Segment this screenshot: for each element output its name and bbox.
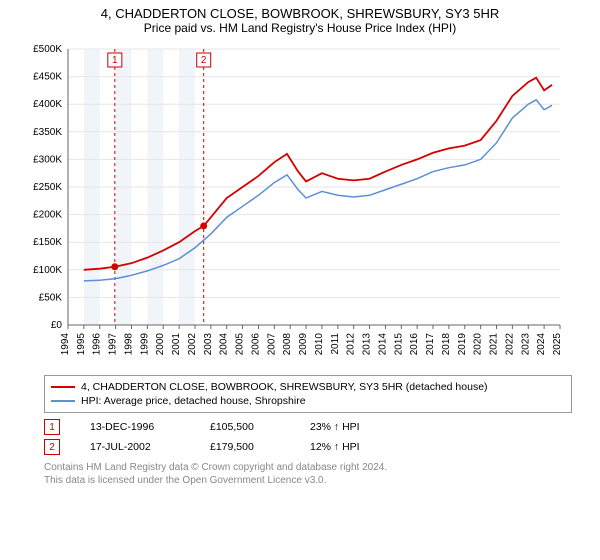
svg-text:2007: 2007 xyxy=(266,333,277,356)
sale-row: 1 13-DEC-1996 £105,500 23% ↑ HPI xyxy=(44,417,572,437)
svg-text:2002: 2002 xyxy=(187,333,198,356)
svg-text:2001: 2001 xyxy=(171,333,182,356)
svg-text:£350K: £350K xyxy=(33,127,62,138)
svg-text:£250K: £250K xyxy=(33,182,62,193)
svg-text:2021: 2021 xyxy=(489,333,500,356)
svg-text:1998: 1998 xyxy=(123,333,134,356)
sale-price: £179,500 xyxy=(210,441,280,453)
svg-text:£400K: £400K xyxy=(33,99,62,110)
page-subtitle: Price paid vs. HM Land Registry's House … xyxy=(0,21,600,39)
legend-swatch-hpi xyxy=(51,400,75,402)
svg-text:2015: 2015 xyxy=(393,333,404,356)
svg-text:2014: 2014 xyxy=(377,333,388,356)
svg-text:2024: 2024 xyxy=(536,333,547,356)
sale-marker-icon: 2 xyxy=(44,439,60,455)
svg-text:1996: 1996 xyxy=(92,333,103,356)
svg-text:1: 1 xyxy=(112,55,118,66)
svg-text:£500K: £500K xyxy=(33,44,62,55)
sale-marker-icon: 1 xyxy=(44,419,60,435)
svg-text:2011: 2011 xyxy=(330,333,341,355)
svg-text:1997: 1997 xyxy=(108,333,119,356)
svg-text:£200K: £200K xyxy=(33,210,62,221)
sale-pct: 12% ↑ HPI xyxy=(310,441,390,453)
svg-text:£100K: £100K xyxy=(33,265,62,276)
legend-swatch-property xyxy=(51,386,75,388)
svg-text:2016: 2016 xyxy=(409,333,420,356)
legend-label-property: 4, CHADDERTON CLOSE, BOWBROOK, SHREWSBUR… xyxy=(81,381,488,393)
svg-text:£150K: £150K xyxy=(33,237,62,248)
svg-text:2000: 2000 xyxy=(155,333,166,356)
svg-text:£50K: £50K xyxy=(39,292,63,303)
svg-text:2018: 2018 xyxy=(441,333,452,356)
svg-text:£300K: £300K xyxy=(33,154,62,165)
svg-text:2004: 2004 xyxy=(219,333,230,356)
page-title: 4, CHADDERTON CLOSE, BOWBROOK, SHREWSBUR… xyxy=(0,0,600,21)
legend-label-hpi: HPI: Average price, detached house, Shro… xyxy=(81,395,306,407)
svg-text:1995: 1995 xyxy=(76,333,87,356)
svg-text:2010: 2010 xyxy=(314,333,325,356)
sale-date: 17-JUL-2002 xyxy=(90,441,180,453)
svg-text:2006: 2006 xyxy=(250,333,261,356)
sale-price: £105,500 xyxy=(210,421,280,433)
svg-text:2013: 2013 xyxy=(362,333,373,356)
legend-item-property: 4, CHADDERTON CLOSE, BOWBROOK, SHREWSBUR… xyxy=(51,380,565,394)
svg-text:2023: 2023 xyxy=(520,333,531,356)
svg-text:2017: 2017 xyxy=(425,333,436,356)
sale-row: 2 17-JUL-2002 £179,500 12% ↑ HPI xyxy=(44,437,572,457)
svg-text:1994: 1994 xyxy=(60,333,71,356)
svg-text:2003: 2003 xyxy=(203,333,214,356)
svg-text:2012: 2012 xyxy=(346,333,357,356)
svg-text:£0: £0 xyxy=(51,320,63,331)
sale-date: 13-DEC-1996 xyxy=(90,421,180,433)
legend: 4, CHADDERTON CLOSE, BOWBROOK, SHREWSBUR… xyxy=(44,375,572,413)
svg-text:2009: 2009 xyxy=(298,333,309,356)
svg-text:2025: 2025 xyxy=(552,333,563,356)
footer-line: Contains HM Land Registry data © Crown c… xyxy=(44,461,572,474)
legend-item-hpi: HPI: Average price, detached house, Shro… xyxy=(51,394,565,408)
svg-text:2020: 2020 xyxy=(473,333,484,356)
svg-text:2019: 2019 xyxy=(457,333,468,356)
svg-text:2022: 2022 xyxy=(504,333,515,356)
svg-text:£450K: £450K xyxy=(33,72,62,83)
footer-attribution: Contains HM Land Registry data © Crown c… xyxy=(44,461,572,487)
price-chart: £0 £50K £100K £150K £200K £250K £300K £350K £400… xyxy=(20,39,580,369)
sales-table: 1 13-DEC-1996 £105,500 23% ↑ HPI 2 17-JU… xyxy=(44,417,572,457)
svg-text:2005: 2005 xyxy=(235,333,246,356)
svg-text:2: 2 xyxy=(201,55,207,66)
svg-text:2008: 2008 xyxy=(282,333,293,356)
footer-line: This data is licensed under the Open Gov… xyxy=(44,474,572,487)
svg-text:1999: 1999 xyxy=(139,333,150,356)
sale-pct: 23% ↑ HPI xyxy=(310,421,390,433)
